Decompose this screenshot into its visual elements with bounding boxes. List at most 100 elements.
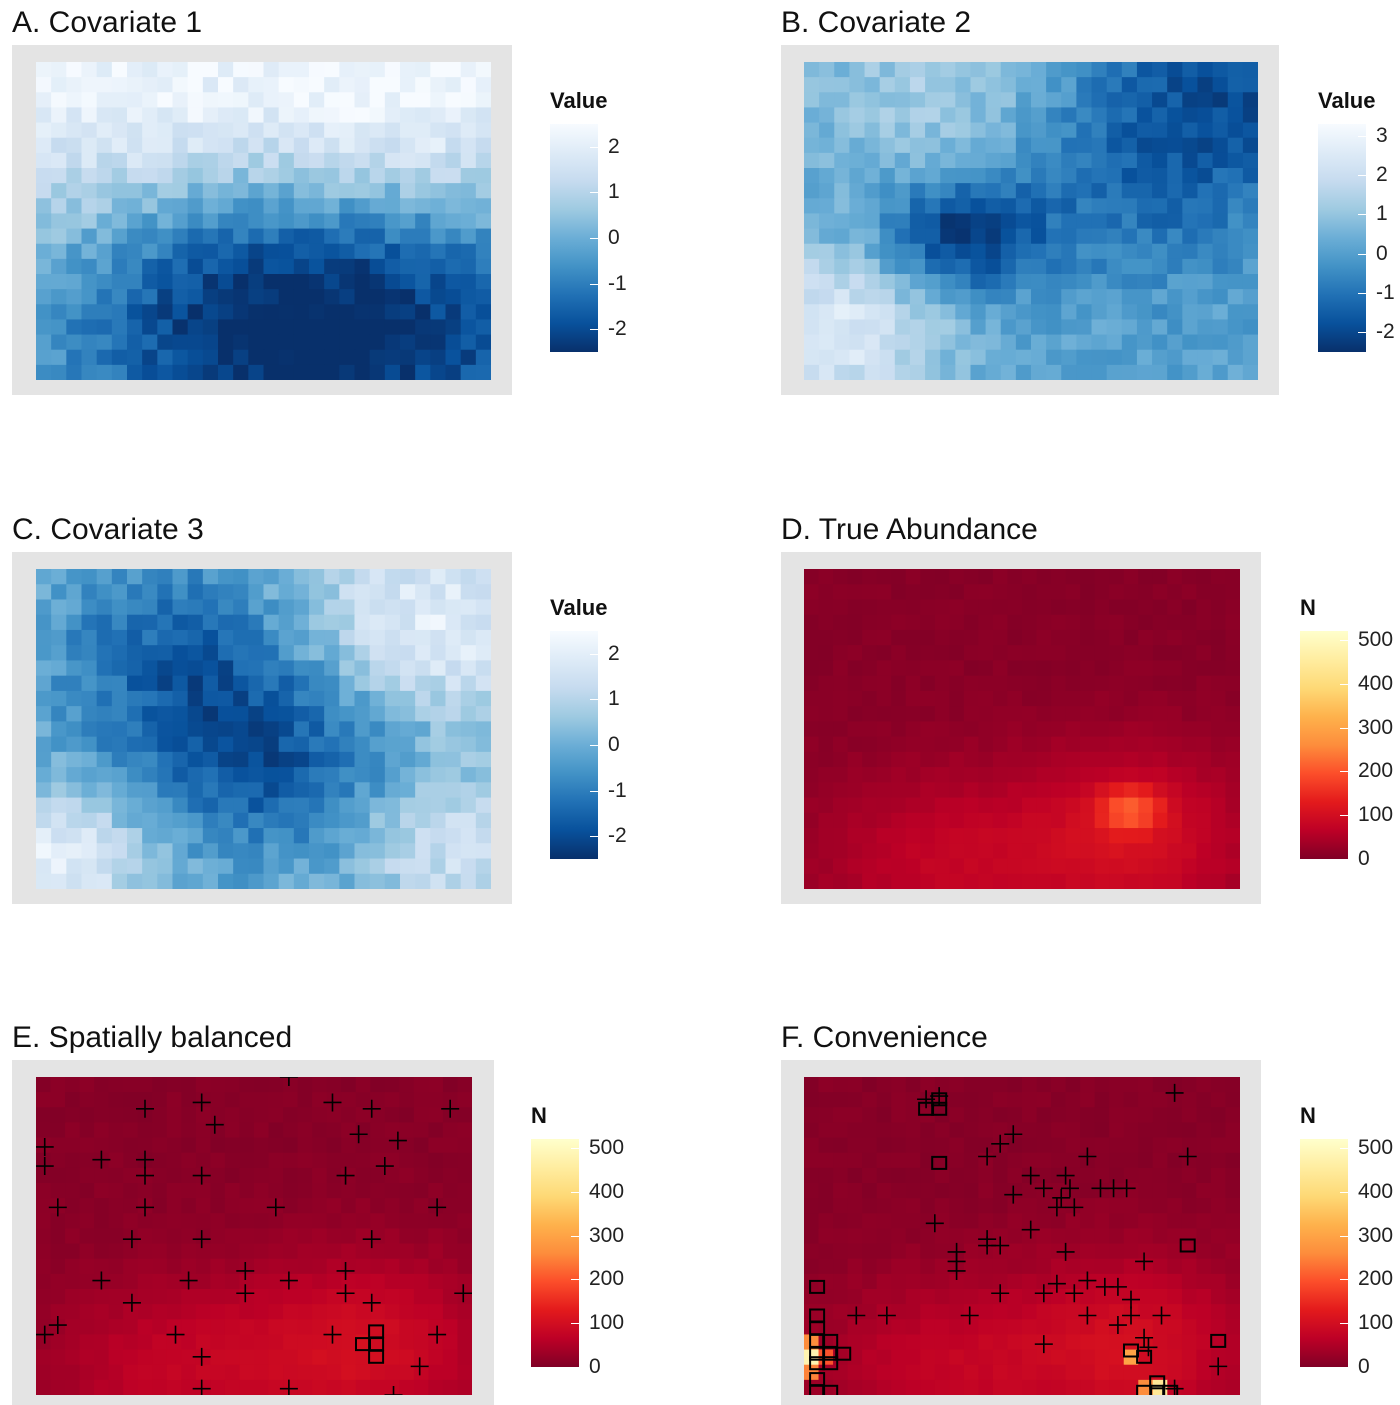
heatmap-cell (354, 137, 371, 154)
heatmap-cell (1123, 1077, 1139, 1093)
heatmap-cell (1080, 614, 1096, 631)
heatmap-cell (1015, 198, 1032, 215)
heatmap-cell (239, 1092, 255, 1108)
sample-point (48, 1198, 67, 1217)
heatmap-cell (1080, 736, 1096, 753)
heatmap-cell (339, 751, 356, 768)
heatmap-cell (268, 1258, 284, 1275)
heatmap-cell (1031, 213, 1047, 230)
heatmap-cell (1036, 569, 1052, 585)
heatmap-cell (833, 1228, 849, 1245)
heatmap-cell (920, 751, 936, 768)
heatmap-cell (905, 569, 921, 585)
heatmap-cell (370, 1273, 386, 1290)
heatmap-cell (369, 660, 386, 677)
heatmap-cell (111, 92, 128, 109)
heatmap-cell (1225, 1243, 1240, 1260)
heatmap-cell (1106, 168, 1123, 184)
heatmap-cell (81, 706, 98, 722)
heatmap-cell (992, 1077, 1009, 1093)
heatmap-cell (172, 629, 189, 646)
heatmap-cell (1031, 168, 1047, 184)
heatmap-cell (210, 1258, 226, 1275)
heatmap-cell (1007, 1122, 1023, 1139)
heatmap-cell (50, 1228, 66, 1245)
heatmap-cell (1091, 107, 1108, 124)
heatmap-cell (891, 1304, 907, 1320)
heatmap-cell (1022, 873, 1038, 889)
heatmap-cell (949, 614, 965, 631)
heatmap-cell (1227, 198, 1244, 215)
heatmap-cell (224, 1228, 241, 1245)
heatmap-cell (309, 183, 325, 199)
heatmap-cell (400, 858, 416, 875)
heatmap-cell (263, 228, 280, 245)
heatmap-cell (166, 1304, 182, 1320)
heatmap-cell (1225, 629, 1240, 646)
heatmap-cell (79, 1379, 95, 1395)
heatmap-cell (1121, 228, 1138, 245)
heatmap-cell (992, 660, 1009, 677)
heatmap-cell (1076, 122, 1093, 139)
heatmap-cell (876, 1167, 892, 1184)
heatmap-cell (818, 858, 834, 875)
heatmap-cell (1051, 751, 1067, 768)
heatmap-cell (384, 349, 401, 366)
heatmap-cell (430, 137, 447, 154)
heatmap-cell (278, 873, 295, 889)
heatmap-cell (475, 122, 491, 139)
heatmap-cell (1022, 843, 1038, 860)
heatmap-cell (475, 304, 491, 321)
heatmap-cell (475, 690, 491, 707)
heatmap-cell (847, 1228, 863, 1245)
sample-point (362, 1293, 381, 1312)
heatmap-cell (309, 319, 325, 336)
heatmap-cell (879, 304, 896, 321)
heatmap-cell (111, 812, 128, 829)
heatmap-cell (111, 873, 128, 889)
heatmap-cell (65, 1137, 81, 1154)
heatmap-cell (278, 690, 295, 707)
heatmap-cell (297, 1349, 313, 1366)
heatmap-cell (81, 873, 98, 889)
heatmap-cell (218, 782, 234, 799)
heatmap-cell (51, 152, 67, 169)
heatmap-cell (233, 107, 249, 124)
heatmap-cell (1196, 1364, 1212, 1381)
heatmap-cell (460, 243, 477, 260)
heatmap-cell (312, 1183, 328, 1199)
heatmap-cell (1007, 1364, 1023, 1381)
heatmap-cell (925, 304, 941, 321)
heatmap-cell (445, 137, 462, 154)
heatmap-cell (985, 198, 1002, 215)
heatmap-cell (268, 1319, 284, 1336)
heatmap-cell (309, 198, 325, 215)
heatmap-cell (127, 319, 143, 336)
heatmap-cell (1138, 812, 1154, 829)
heatmap-cell (142, 782, 158, 799)
heatmap-cell (137, 1258, 153, 1275)
heatmap-cell (834, 349, 850, 366)
heatmap-cell (79, 1364, 95, 1381)
heatmap-cell (263, 137, 280, 154)
heatmap-cell (1022, 1364, 1038, 1381)
heatmap-cell (985, 258, 1002, 275)
heatmap-cell (415, 168, 431, 184)
heatmap-cell (369, 258, 386, 275)
heatmap-cell (1051, 1122, 1067, 1139)
heatmap-cell (81, 751, 98, 768)
heatmap-cell (415, 77, 431, 93)
heatmap-cell (804, 614, 820, 631)
heatmap-cell (293, 198, 310, 215)
heatmap-cell (283, 1243, 299, 1260)
heatmap-cell (218, 706, 234, 722)
heatmap-cell (1036, 1243, 1052, 1260)
heatmap-cell (925, 213, 941, 230)
heatmap-cell (370, 1289, 386, 1305)
heatmap-cell (341, 1107, 357, 1124)
heatmap-cell (920, 675, 936, 692)
heatmap-cell (202, 168, 219, 184)
heatmap-cell (293, 77, 310, 93)
heatmap-cell (1109, 645, 1125, 662)
heatmap-cell (1036, 1198, 1052, 1214)
